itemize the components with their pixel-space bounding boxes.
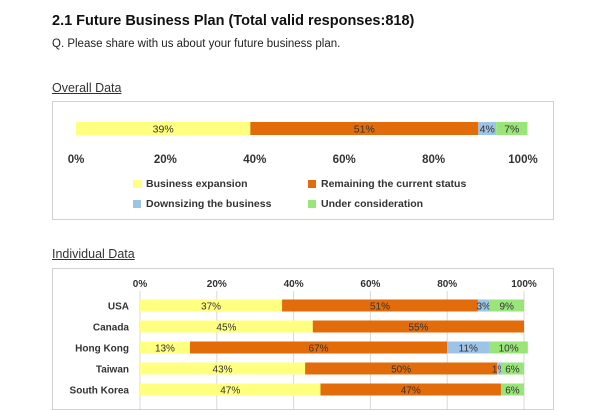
- category-label: Hong Kong: [75, 344, 129, 355]
- question-text: Q. Please share with us about your futur…: [52, 38, 341, 50]
- data-label-hong-kong-downsizing-the-business: 11%: [459, 344, 478, 355]
- data-label-usa-remaining-the-current-status: 51%: [370, 302, 390, 313]
- category-label: Taiwan: [96, 365, 129, 376]
- category-label: South Korea: [70, 386, 130, 397]
- legend-swatch-downsizing: [133, 200, 141, 209]
- data-label-south-korea-remaining-the-current-status: 47%: [401, 386, 421, 397]
- x-tick-label: 80%: [437, 279, 457, 290]
- overall-chart-panel: 39% 51% 4% 7% 0% 20% 40% 60% 80% 100% Business ex…: [52, 101, 554, 220]
- bar-segment-usa-remaining-the-current-status: [282, 299, 478, 312]
- legend-label: Remaining the current status: [321, 178, 467, 190]
- x-tick-label: 0%: [68, 154, 85, 166]
- legend-swatch-under-consideration: [308, 200, 316, 209]
- bar-segment-downsizing-the-business: [478, 122, 497, 135]
- data-label-taiwan-downsizing-the-business: 1%: [492, 365, 507, 376]
- x-tick-label: 40%: [284, 279, 304, 290]
- legend-label: Under consideration: [321, 198, 424, 210]
- legend-label: Business expansion: [146, 178, 248, 190]
- legend-swatch-remaining-current-status: [308, 180, 316, 189]
- x-tick-label: 60%: [360, 279, 380, 290]
- bar-segment-remaining-the-current-status: [250, 122, 479, 135]
- bar-segment-hong-kong-downsizing-the-business: [447, 341, 490, 354]
- legend-label: Downsizing the business: [146, 198, 272, 210]
- bar-segment-usa-business-expansion: [140, 299, 283, 312]
- individual-data-heading: Individual Data: [52, 247, 135, 261]
- legend-swatch-business-expansion: [133, 180, 141, 189]
- overall-data-heading: Overall Data: [52, 81, 122, 95]
- bar-segment-taiwan-downsizing-the-business: [497, 362, 501, 375]
- legend-item-remaining-current-status: Remaining the current status: [308, 178, 466, 190]
- bar-segment-business-expansion: [76, 122, 251, 135]
- data-label-hong-kong-remaining-the-current-status: 67%: [309, 344, 329, 355]
- legend-item-under-consideration: Under consideration: [308, 198, 423, 210]
- bar-segment-taiwan-business-expansion: [140, 362, 306, 375]
- data-label-remaining-the-current-status: 51%: [354, 124, 375, 136]
- data-label-usa-under-consideration: 9%: [499, 302, 514, 313]
- data-label-taiwan-business-expansion: 43%: [213, 365, 233, 376]
- bar-segment-canada-business-expansion: [140, 320, 313, 333]
- bar-segment-usa-under-consideration: [489, 299, 524, 312]
- data-label-canada-business-expansion: 45%: [216, 323, 236, 334]
- bar-segment-canada-remaining-the-current-status: [312, 320, 524, 333]
- legend-item-downsizing: Downsizing the business: [133, 198, 271, 210]
- bar-segment-south-korea-business-expansion: [140, 383, 321, 396]
- x-tick-label: 60%: [333, 154, 356, 166]
- x-tick-label: 100%: [508, 154, 537, 166]
- x-tick-label: 40%: [243, 154, 266, 166]
- data-label-business-expansion: 39%: [153, 124, 174, 136]
- data-label-south-korea-business-expansion: 47%: [220, 386, 240, 397]
- page-title: 2.1 Future Business Plan (Total valid re…: [52, 13, 415, 29]
- bar-segment-south-korea-under-consideration: [500, 383, 524, 396]
- bar-segment-hong-kong-under-consideration: [489, 341, 528, 354]
- individual-chart-panel: 0% 20% 40% 60% 80% 100% USA 37% 51% 3% 9% Canada 45%…: [52, 268, 554, 410]
- category-label: Canada: [93, 323, 130, 334]
- individual-chart: 0% 20% 40% 60% 80% 100% USA 37% 51% 3% 9% Canada 45%…: [70, 279, 537, 409]
- data-label-taiwan-remaining-the-current-status: 50%: [391, 365, 411, 376]
- x-tick-label: 0%: [133, 279, 148, 290]
- data-label-downsizing-the-business: 4%: [480, 124, 495, 136]
- data-label-taiwan-under-consideration: 6%: [505, 365, 520, 376]
- data-label-hong-kong-under-consideration: 10%: [499, 344, 519, 355]
- x-tick-label: 80%: [422, 154, 445, 166]
- data-label-hong-kong-business-expansion: 13%: [155, 344, 175, 355]
- bar-segment-under-consideration: [496, 122, 528, 135]
- bar-segment-taiwan-under-consideration: [500, 362, 524, 375]
- bar-segment-usa-downsizing-the-business: [477, 299, 490, 312]
- data-label-usa-business-expansion: 37%: [201, 302, 221, 313]
- overall-chart: 39% 51% 4% 7% 0% 20% 40% 60% 80% 100%: [68, 122, 538, 166]
- data-label-south-korea-under-consideration: 6%: [505, 386, 520, 397]
- x-tick-label: 20%: [154, 154, 177, 166]
- bar-segment-hong-kong-business-expansion: [140, 341, 190, 354]
- legend-item-business-expansion: Business expansion: [133, 178, 248, 190]
- x-tick-label: 20%: [207, 279, 227, 290]
- x-tick-label: 100%: [511, 279, 537, 290]
- bar-segment-south-korea-remaining-the-current-status: [320, 383, 501, 396]
- data-label-canada-remaining-the-current-status: 55%: [408, 323, 428, 334]
- data-label-usa-downsizing-the-business: 3%: [476, 302, 491, 313]
- bar-segment-taiwan-remaining-the-current-status: [305, 362, 498, 375]
- bar-segment-hong-kong-remaining-the-current-status: [189, 341, 448, 354]
- data-label-under-consideration: 7%: [504, 124, 519, 136]
- category-label: USA: [108, 302, 129, 313]
